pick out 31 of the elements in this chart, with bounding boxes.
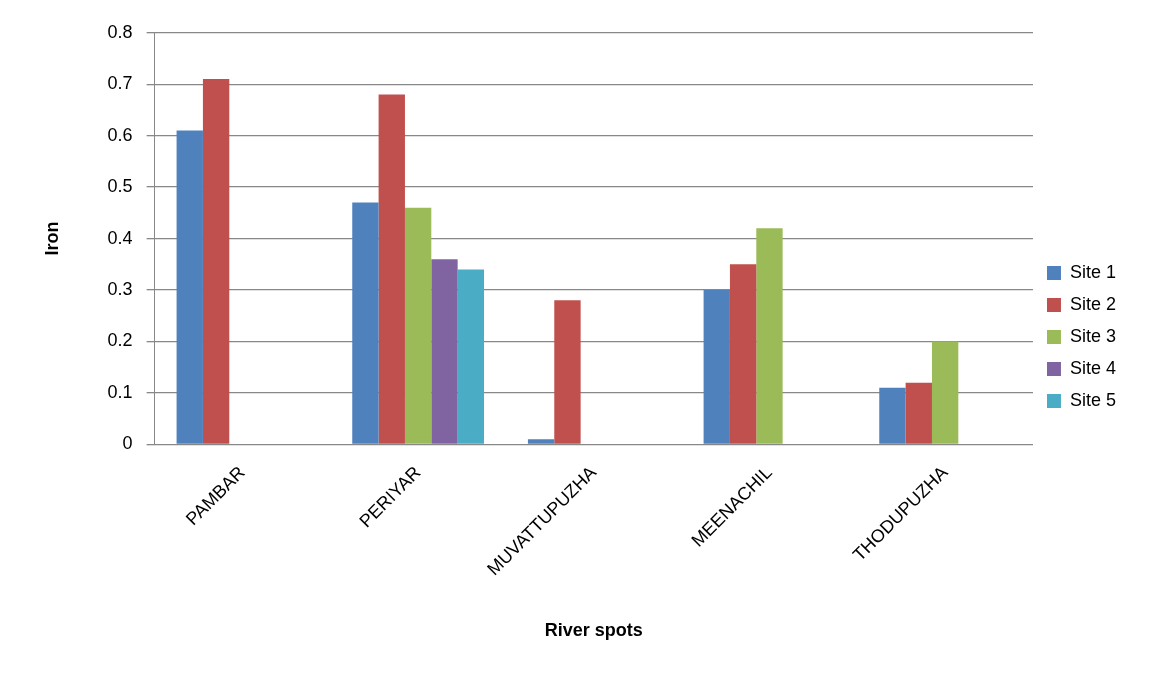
y-tick-label: 0.8 (107, 21, 133, 42)
bar (527, 439, 555, 444)
bar (931, 341, 959, 444)
legend-label: Site 1 (1069, 261, 1116, 282)
bar (352, 202, 379, 444)
y-axis-title: Iron (41, 221, 62, 256)
bar (554, 300, 581, 444)
x-axis-title: River spots (544, 620, 643, 641)
y-tick-label: 0.1 (107, 381, 133, 402)
bar (378, 94, 405, 444)
legend-label: Site 4 (1069, 357, 1116, 378)
bar (202, 79, 230, 444)
bar (176, 130, 203, 444)
legend-label: Site 2 (1069, 293, 1116, 314)
y-tick-label: 0.2 (107, 330, 133, 351)
y-tick-label: 0.3 (107, 279, 133, 299)
y-tick-label: 0.5 (107, 176, 133, 197)
y-tick-label: 0.6 (107, 124, 133, 145)
y-tick-label: 0.4 (107, 227, 133, 248)
legend-label: Site 5 (1069, 389, 1116, 410)
bar (879, 387, 906, 444)
bar (431, 259, 458, 444)
legend-label: Site 3 (1069, 325, 1116, 346)
bar (756, 228, 783, 444)
y-tick-label: 0 (122, 433, 133, 454)
bar (404, 207, 432, 444)
bar (905, 382, 932, 444)
bar (457, 269, 484, 444)
y-tick-label: 0.7 (107, 73, 133, 94)
bar (729, 264, 757, 444)
bar (703, 290, 730, 444)
